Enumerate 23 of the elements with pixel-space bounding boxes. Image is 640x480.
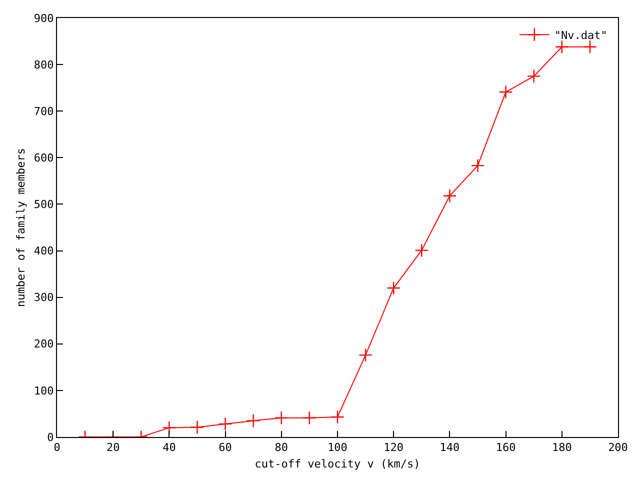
x-tick-label: 140 [440, 441, 460, 454]
x-tick-label: 160 [496, 441, 516, 454]
x-axis-title: cut-off velocity v (km/s) [254, 457, 420, 470]
y-tick-label: 0 [47, 430, 54, 444]
y-tick-label: 500 [34, 198, 54, 212]
y-tick-label: 900 [34, 12, 54, 25]
y-tick-label: 300 [34, 291, 54, 304]
legend-label: "Nv.dat" [554, 28, 608, 42]
x-tick-label: 180 [552, 441, 572, 454]
x-tick-label: 100 [328, 441, 348, 454]
x-tick-label: 200 [608, 441, 628, 454]
y-tick-label: 700 [34, 104, 54, 118]
x-tick-label: 20 [106, 441, 120, 454]
x-tick-label: 60 [218, 441, 232, 454]
y-axis-title: number of family members [14, 148, 28, 307]
y-tick-label: 600 [34, 152, 54, 165]
x-tick-label: 80 [274, 441, 288, 454]
x-tick-label: 120 [384, 441, 404, 454]
y-tick-label: 400 [34, 244, 54, 258]
y-tick-label: 100 [34, 384, 54, 398]
x-tick-label: 40 [162, 441, 176, 454]
y-tick-label: 800 [34, 58, 54, 72]
y-tick-label: 200 [34, 338, 54, 351]
